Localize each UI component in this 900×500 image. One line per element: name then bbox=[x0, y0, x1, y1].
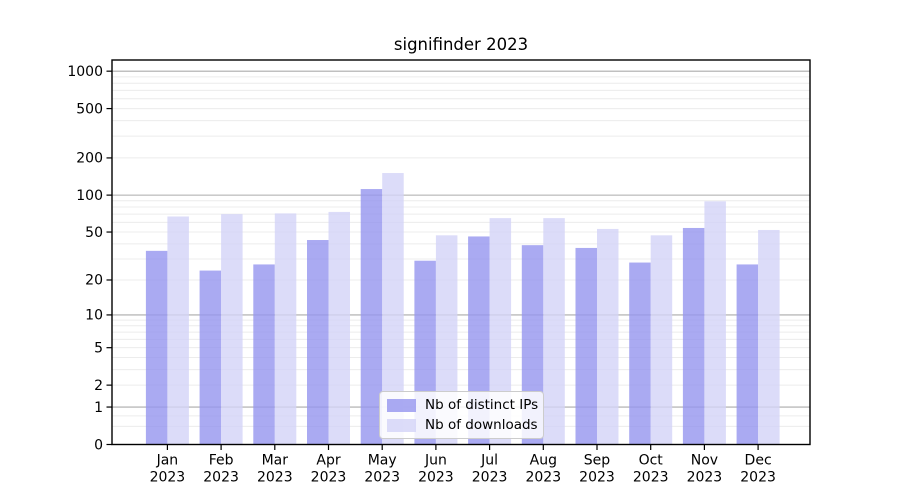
bar bbox=[682, 227, 705, 445]
y-tick-label: 0 bbox=[94, 437, 103, 453]
x-tick-label-year: 2023 bbox=[203, 470, 239, 486]
bar bbox=[253, 264, 275, 445]
bar bbox=[307, 240, 329, 445]
y-tick-label: 2 bbox=[94, 378, 103, 394]
x-axis: Jan2023Feb2023Mar2023Apr2023May2023Jun20… bbox=[150, 444, 776, 486]
y-tick-label: 20 bbox=[85, 273, 103, 289]
bar bbox=[543, 218, 565, 445]
y-tick-label: 1000 bbox=[67, 64, 103, 80]
x-tick-label-year: 2023 bbox=[525, 470, 561, 486]
y-tick-label: 1 bbox=[94, 400, 103, 416]
downloads-legend-label: Nb of downloads bbox=[425, 417, 538, 433]
bar bbox=[704, 201, 726, 445]
x-tick-label-month: Jun bbox=[424, 453, 447, 469]
bar bbox=[328, 211, 350, 445]
x-tick-label-year: 2023 bbox=[579, 470, 615, 486]
downloads-legend-swatch bbox=[387, 418, 416, 432]
y-tick-label: 50 bbox=[85, 225, 103, 241]
bar bbox=[382, 173, 404, 445]
x-tick-label-year: 2023 bbox=[472, 470, 508, 486]
bars bbox=[145, 173, 780, 445]
chart-title: signifinder 2023 bbox=[393, 35, 529, 54]
legend: Nb of distinct IPs Nb of downloads bbox=[379, 391, 544, 439]
x-tick-label-month: Nov bbox=[691, 453, 718, 469]
x-tick-label-year: 2023 bbox=[311, 470, 347, 486]
y-tick-label: 10 bbox=[85, 308, 103, 324]
x-tick-label-month: Oct bbox=[639, 453, 664, 469]
x-tick-label-month: Aug bbox=[530, 453, 557, 469]
bar bbox=[575, 247, 597, 445]
bar bbox=[360, 189, 383, 445]
y-tick-label: 5 bbox=[94, 340, 103, 356]
y-tick-label: 200 bbox=[76, 151, 103, 167]
ips-legend-swatch bbox=[387, 398, 416, 412]
y-tick-label: 100 bbox=[76, 188, 103, 204]
x-tick-label-year: 2023 bbox=[418, 470, 454, 486]
bar bbox=[167, 216, 189, 445]
x-tick-label-month: Feb bbox=[209, 453, 234, 469]
bar bbox=[145, 250, 168, 445]
y-tick-label: 500 bbox=[76, 101, 103, 117]
x-tick-label-month: Apr bbox=[316, 453, 340, 469]
x-tick-label-year: 2023 bbox=[257, 470, 293, 486]
legend-row-downloads: Nb of downloads bbox=[387, 417, 538, 433]
x-tick-label-year: 2023 bbox=[633, 470, 669, 486]
bar bbox=[736, 264, 759, 445]
legend-row-ips: Nb of distinct IPs bbox=[387, 397, 539, 413]
x-tick-label-year: 2023 bbox=[364, 470, 400, 486]
y-axis: 0 1 2 5 10 20 50 100 200 500 1000 bbox=[67, 64, 112, 453]
bar bbox=[758, 229, 780, 445]
bar bbox=[597, 228, 619, 445]
plot-border bbox=[111, 59, 811, 446]
x-tick-label-month: May bbox=[368, 453, 397, 469]
bar bbox=[199, 270, 222, 445]
x-tick-label-year: 2023 bbox=[740, 470, 776, 486]
x-tick-label-month: Jul bbox=[480, 453, 498, 469]
x-tick-label-month: Sep bbox=[584, 453, 611, 469]
x-tick-label-month: Jan bbox=[156, 453, 179, 469]
x-tick-label-year: 2023 bbox=[150, 470, 186, 486]
bar bbox=[221, 214, 243, 445]
x-tick-label-month: Dec bbox=[745, 453, 772, 469]
x-tick-label-year: 2023 bbox=[687, 470, 723, 486]
bar bbox=[629, 262, 651, 445]
ips-legend-label: Nb of distinct IPs bbox=[425, 397, 539, 413]
bar bbox=[650, 235, 673, 445]
bar bbox=[274, 213, 297, 445]
bar bbox=[489, 218, 512, 445]
x-tick-label-month: Mar bbox=[262, 453, 289, 469]
